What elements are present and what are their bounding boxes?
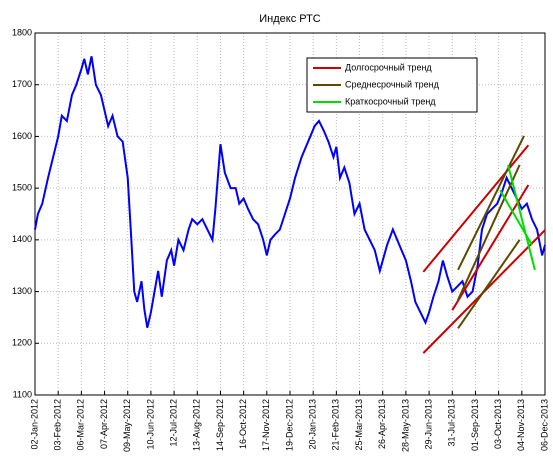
y-tick-label: 1300 — [12, 286, 32, 296]
trend-line — [457, 239, 521, 329]
x-tick-label: 21-Feb-2013 — [331, 399, 341, 451]
y-tick-label: 1100 — [13, 389, 32, 399]
x-tick-label: 29-Jun-2013 — [423, 399, 433, 450]
x-tick-label: 26-Apr-2013 — [377, 399, 387, 449]
y-tick-label: 1800 — [12, 27, 32, 37]
x-tick-label: 13-Aug-2012 — [192, 399, 202, 451]
trend-line — [499, 189, 533, 246]
y-tick-label: 1700 — [12, 79, 32, 89]
trend-line — [507, 164, 536, 271]
y-tick-label: 1200 — [12, 338, 32, 348]
x-tick-label: 03-Feb-2012 — [53, 399, 63, 451]
x-tick-label: 12-Jul-2012 — [168, 399, 178, 447]
x-tick-label: 07-Apr-2012 — [99, 399, 109, 449]
price-line — [34, 56, 546, 328]
x-tick-label: 25-Mar-2013 — [354, 399, 364, 451]
x-tick-label: 19-Dec-2012 — [284, 399, 294, 451]
legend-label: Краткосрочный тренд — [345, 96, 436, 106]
plot-frame — [34, 32, 546, 396]
x-tick-label: 31-Jul-2013 — [447, 399, 457, 447]
x-tick-label: 06-Mar-2012 — [76, 399, 86, 451]
trend-line — [457, 164, 521, 301]
legend-label: Среднесрочный тренд — [345, 79, 440, 89]
x-tick-label: 06-Dec-2013 — [539, 399, 549, 451]
trend-line — [451, 184, 530, 311]
trend-line — [422, 144, 530, 273]
x-tick-label: 03-Oct-2013 — [493, 399, 503, 449]
x-tick-label: 20-Jan-2013 — [308, 399, 318, 450]
y-tick-label: 1500 — [12, 183, 32, 193]
chart-title: Индекс РТС — [259, 13, 321, 25]
trend-line — [457, 135, 525, 271]
x-tick-label: 28-May-2013 — [400, 399, 410, 452]
x-tick-label: 14-Sep-2012 — [215, 399, 225, 451]
y-tick-label: 1400 — [12, 234, 32, 244]
x-tick-label: 09-May-2012 — [122, 399, 132, 452]
x-tick-label: 01-Sep-2013 — [470, 399, 480, 451]
x-tick-label: 17-Nov-2012 — [261, 399, 271, 451]
legend-label: Долгосрочный тренд — [345, 62, 432, 72]
y-tick-label: 1600 — [12, 131, 32, 141]
x-tick-label: 16-Oct-2012 — [238, 399, 248, 449]
x-tick-label: 04-Nov-2013 — [516, 399, 526, 451]
x-tick-label: 10-Jun-2012 — [145, 399, 155, 450]
x-tick-label: 02-Jan-2012 — [29, 399, 39, 450]
